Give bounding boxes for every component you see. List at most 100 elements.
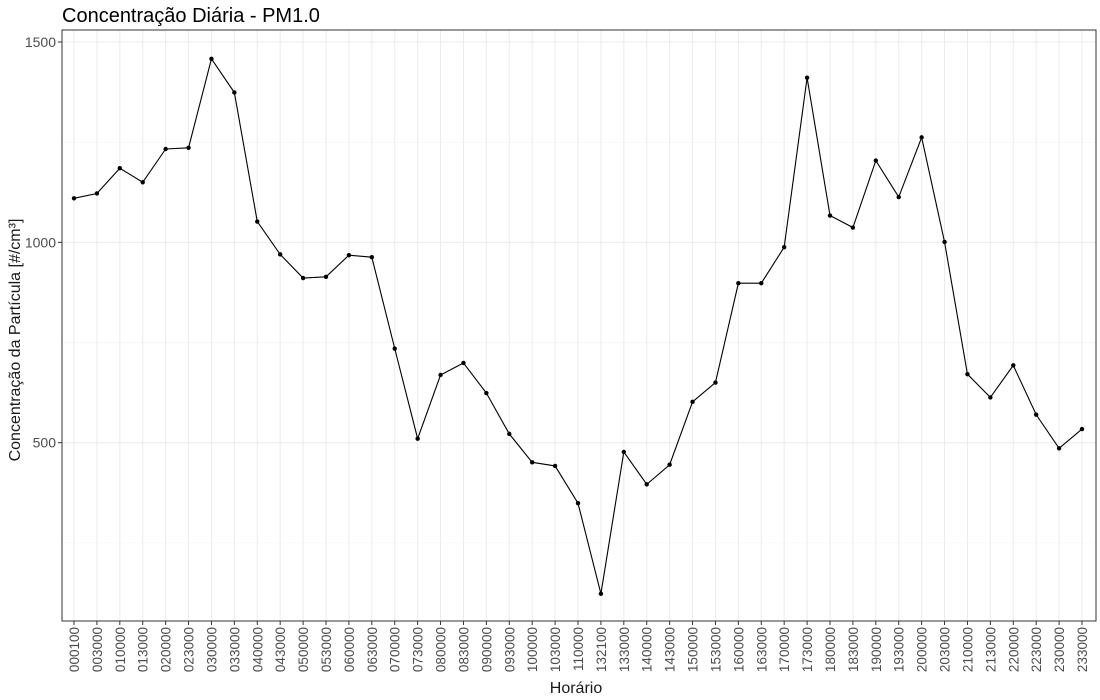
x-tick-label: 153000 [708, 627, 723, 672]
data-point [163, 146, 168, 152]
chart-title: Concentração Diária - PM1.0 [62, 5, 320, 27]
x-tick-label: 190000 [869, 627, 884, 672]
data-point [781, 244, 787, 250]
x-tick-label: 132100 [594, 627, 609, 672]
x-tick-label: 170000 [777, 627, 792, 672]
data-point [323, 274, 329, 280]
x-tick-label: 093000 [502, 627, 517, 672]
x-tick-label: 083000 [456, 627, 471, 672]
data-point [94, 191, 100, 196]
x-tick-label: 200000 [915, 627, 930, 672]
data-point [186, 145, 191, 150]
data-point [232, 90, 237, 95]
x-tick-label: 223000 [1029, 627, 1044, 672]
data-point [598, 591, 604, 596]
data-point [965, 371, 970, 377]
data-point [873, 158, 879, 163]
x-tick-label: 230000 [1052, 627, 1067, 672]
data-point [552, 463, 558, 469]
x-tick-label: 013000 [136, 627, 151, 672]
data-point [827, 213, 833, 218]
x-tick-label: 140000 [640, 627, 655, 672]
x-tick-label: 100000 [525, 627, 540, 672]
data-point [759, 281, 764, 286]
x-tick-label: 043000 [273, 627, 288, 672]
data-point [736, 281, 741, 286]
data-points [71, 56, 1085, 596]
y-axis-label: Concentração da Partícula [#/cm³] [7, 219, 24, 462]
x-tick-label: 203000 [938, 627, 953, 672]
x-axis-label: Horário [550, 680, 603, 697]
data-point [209, 56, 214, 62]
x-axis: 000100 003000 010000 013000 020000 023000 0300… [67, 621, 1090, 672]
data-point [507, 431, 512, 437]
data-point [71, 196, 77, 201]
x-tick-label: 163000 [754, 627, 769, 672]
x-tick-label: 133000 [617, 627, 632, 672]
data-point [346, 252, 352, 258]
x-tick-label: 220000 [1006, 627, 1021, 672]
y-tick-label: 1000 [25, 234, 56, 250]
data-point [575, 501, 581, 506]
x-tick-label: 073000 [411, 627, 426, 672]
data-point [255, 219, 260, 224]
x-tick-label: 173000 [800, 627, 815, 672]
data-point [369, 254, 375, 260]
x-tick-label: 063000 [365, 627, 380, 672]
plot-panel-border [61, 29, 1097, 622]
major-gridlines [62, 30, 1096, 621]
x-tick-label: 210000 [960, 627, 975, 672]
x-tick-label: 050000 [296, 627, 311, 672]
data-point [942, 239, 947, 245]
data-point [461, 360, 466, 366]
x-tick-label: 110000 [571, 627, 586, 671]
x-tick-label: 090000 [479, 627, 494, 672]
data-point [850, 225, 856, 230]
data-point [529, 460, 535, 465]
data-point [1079, 426, 1085, 432]
x-tick-label: 183000 [846, 627, 861, 672]
x-tick-label: 040000 [250, 627, 265, 672]
x-tick-label: 030000 [204, 627, 219, 672]
y-axis: 500 1000 1500 [25, 34, 62, 451]
data-point [988, 395, 993, 400]
x-tick-label: 193000 [892, 627, 907, 672]
x-tick-label: 103000 [548, 627, 563, 672]
data-point [415, 436, 420, 441]
data-point [804, 75, 810, 80]
data-point [438, 372, 443, 378]
data-point [690, 399, 695, 405]
data-point [713, 380, 718, 385]
y-tick-label: 1500 [25, 34, 56, 50]
x-tick-label: 010000 [113, 627, 128, 672]
x-tick-label: 033000 [227, 627, 242, 672]
x-tick-label: 003000 [90, 627, 105, 672]
x-tick-label: 180000 [823, 627, 838, 672]
x-tick-label: 000100 [67, 627, 82, 672]
data-point [484, 390, 489, 396]
x-tick-label: 060000 [342, 627, 357, 672]
data-point [392, 346, 397, 351]
x-tick-label: 233000 [1075, 627, 1090, 672]
data-point [277, 252, 283, 257]
data-point [667, 462, 672, 467]
x-tick-label: 213000 [983, 627, 998, 672]
data-point [919, 135, 924, 140]
x-tick-label: 080000 [434, 627, 449, 672]
data-point [644, 482, 649, 487]
data-point [117, 166, 123, 171]
data-point [300, 275, 306, 281]
x-tick-label: 070000 [388, 627, 403, 672]
data-point [621, 449, 627, 455]
x-tick-label: 160000 [731, 627, 746, 672]
y-tick-label: 500 [33, 435, 57, 451]
x-tick-label: 150000 [686, 627, 701, 672]
data-point [1011, 363, 1016, 368]
x-tick-label: 020000 [159, 627, 174, 672]
data-point [1033, 412, 1039, 417]
x-tick-label: 053000 [319, 627, 334, 672]
data-point [140, 180, 145, 185]
x-tick-label: 023000 [182, 627, 197, 672]
